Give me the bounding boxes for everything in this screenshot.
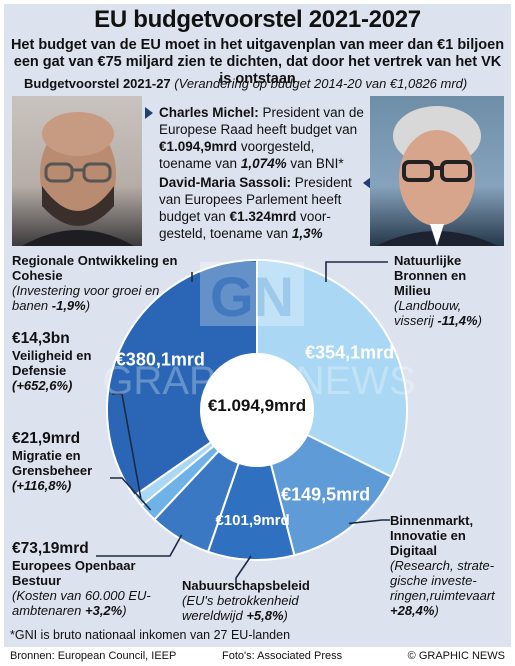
bio-michel-text1: President van de Europese Raad heeft bud… [159, 105, 364, 137]
watermark: GN GRAPHIC NEWS [102, 262, 416, 403]
footnote: *GNI is bruto nationaal inkomen van 27 E… [10, 628, 291, 642]
chart-label: Budgetvoorstel 2021-27 (Verandering op b… [24, 76, 467, 91]
leader-line-3 [110, 477, 152, 511]
watermark-logo: GN [210, 265, 294, 328]
label-binnenmarkt-desc-close: ) [434, 603, 439, 618]
footer-copyright: © GRAPHIC NEWS [407, 650, 505, 662]
label-veiligheid: €14,3bn Veiligheid en Defensie (+652,6%) [12, 330, 112, 393]
portrait-sassoli-graphic [376, 106, 498, 246]
page-title: EU budgetvoorstel 2021-2027 [94, 6, 421, 33]
bio-sassoli-pct: 1,3% [291, 226, 323, 241]
label-bestuur-title: Europees Openbaar Bestuur [12, 558, 136, 588]
label-bestuur-change: +3,2% [85, 603, 123, 618]
label-binnenmarkt: Binnenmarkt, Innovatie en Digitaal (Rese… [390, 513, 508, 618]
footer-sources: Bronnen: European Council, IEEP [10, 650, 177, 662]
donut-hole [201, 354, 313, 466]
slice-value-label-1: €149,5mrd [281, 485, 370, 505]
label-cohesie-desc-text: (Investering voor groei en banen [12, 283, 160, 313]
leader-line-1 [325, 261, 388, 282]
pointer-sassoli [363, 177, 371, 189]
label-natuur-desc: (Landbouw, visserij -11,4%) [394, 298, 504, 328]
label-nabuur-title: Nabuurschapsbeleid [182, 578, 310, 593]
bio-sassoli-name: David-Maria Sassoli: [159, 175, 292, 190]
label-bestuur: €73,19mrd Europees Openbaar Bestuur (Kos… [12, 540, 162, 618]
label-natuur-change: -11,4% [437, 313, 478, 328]
slice-value-label-6: €380,1mrd [116, 350, 205, 370]
watermark-text: GRAPHIC NEWS [102, 359, 415, 403]
label-veiligheid-title: Veiligheid en Defensie [12, 348, 92, 378]
footer-photo-credit: Foto's: Associated Press [222, 650, 343, 662]
label-cohesie-change: -1,9% [51, 298, 86, 313]
label-migratie-title: Migratie en Grens­beheer [12, 448, 93, 478]
label-bestuur-desc: (Kosten van 60.000 EU-ambtenaren +3,2%) [12, 588, 162, 618]
label-natuur-desc-close: ) [477, 313, 482, 328]
label-binnenmarkt-change: +28,4% [390, 603, 435, 618]
label-veiligheid-amount: €14,3bn [12, 330, 70, 347]
label-migratie: €21,9mrd Migratie en Grens­beheer (+116,… [12, 430, 108, 493]
leader-line-6 [348, 519, 390, 525]
page-subtitle: Het budget van de EU moet in het uitgave… [10, 37, 505, 87]
label-nabuur-desc-text: (EU's betrokkenheid wereldwijd [182, 593, 299, 623]
label-binnenmarkt-desc-text: (Research, strate­gische investe­ringen,… [390, 558, 495, 603]
label-cohesie-title: Regionale Ontwikkeling en Cohesie [12, 253, 178, 283]
label-natuur: Natuurlijke Bronnen en Milieu (Landbouw,… [394, 253, 504, 328]
bio-michel: Charles Michel: President van de Europes… [159, 104, 369, 172]
slice-value-labels: €354,1mrd €149,5mrd €101,9mrd €380,1mrd [116, 343, 394, 529]
bio-michel-amount: €1.094,9mrd [159, 139, 238, 154]
slice-value-label-0: €354,1mrd [305, 343, 394, 363]
label-bestuur-amount: €73,19mrd [12, 540, 89, 557]
bio-sassoli-text2: voor­gesteld, toename van [159, 209, 331, 241]
chart-label-title: Budgetvoorstel 2021-27 [24, 76, 171, 91]
bio-michel-text2: voorgesteld, toename van [159, 139, 315, 171]
label-nabuur-desc: (EU's betrokkenheid wereldwijd +5,8%) [182, 593, 332, 623]
bio-sassoli: David-Maria Sassoli: President van Europ… [159, 174, 369, 242]
label-cohesie-desc: (Investering voor groei en banen -1,9%) [12, 283, 184, 313]
label-bestuur-desc-text: (Kosten van 60.000 EU-ambtenaren [12, 588, 151, 618]
bio-sassoli-text1: President van Europees Parlement heeft b… [159, 175, 352, 224]
portrait-michel-graphic [22, 112, 134, 246]
label-nabuur: Nabuurschapsbeleid (EU's betrokkenheid w… [182, 578, 332, 623]
bio-michel-pct: 1,074% [240, 156, 287, 171]
leader-line-4 [96, 534, 183, 557]
bio-sassoli-amount: €1.324mrd [229, 209, 297, 224]
label-binnenmarkt-desc: (Research, strate­gische investe­ringen,… [390, 558, 508, 618]
leader-line-2 [112, 393, 142, 499]
donut-center-total: €1.094,9mrd [208, 396, 306, 415]
footer-bar: Bronnen: European Council, IEEP Foto's: … [0, 647, 515, 666]
slice-value-label-2: €101,9mrd [215, 512, 289, 529]
chart-label-note: (Verandering op budget 2014-20 van €1,08… [174, 76, 468, 91]
label-natuur-desc-text: (Landbouw, visserij [394, 298, 462, 328]
photo-david-sassoli [370, 96, 504, 246]
bio-michel-name: Charles Michel: [159, 105, 259, 120]
label-bestuur-desc-close: ) [122, 603, 127, 618]
label-nabuur-desc-close: ) [283, 608, 288, 623]
leader-line-5 [235, 555, 252, 588]
label-natuur-title: Natuurlijke Bronnen en Milieu [394, 253, 467, 298]
photo-charles-michel [12, 96, 142, 246]
bio-michel-text3: van BNI* [286, 156, 344, 171]
pointer-michel [145, 107, 153, 119]
label-veiligheid-change: (+652,6%) [12, 378, 73, 393]
bio-text: Charles Michel: President van de Europes… [159, 104, 369, 244]
label-migratie-amount: €21,9mrd [12, 430, 81, 447]
leader-lines [96, 261, 390, 588]
label-binnenmarkt-title: Binnenmarkt, Innovatie en Digitaal [390, 513, 474, 558]
label-cohesie: Regionale Ontwikkeling en Cohesie (Inves… [12, 253, 184, 313]
watermark-logo-box [200, 262, 304, 326]
label-migratie-change: (+116,8%) [12, 478, 72, 493]
label-nabuur-change: +5,8% [246, 608, 284, 623]
label-cohesie-desc-close: ) [85, 298, 91, 313]
donut-slices [106, 258, 408, 561]
